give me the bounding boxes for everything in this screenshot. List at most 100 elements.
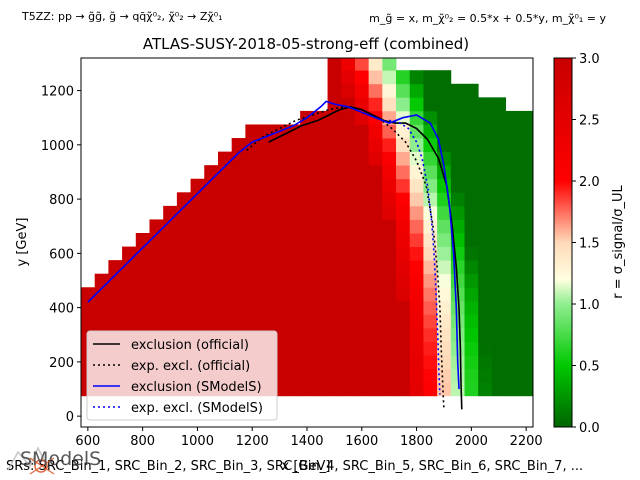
heatmap-cell xyxy=(190,314,205,329)
heatmap-cell xyxy=(286,368,301,383)
heatmap-cell xyxy=(505,300,520,315)
heatmap-cell xyxy=(450,110,465,125)
heatmap-cell xyxy=(204,287,219,302)
heatmap-cell xyxy=(327,233,342,247)
heatmap-cell xyxy=(190,178,205,193)
heatmap-cell xyxy=(163,273,178,288)
heatmap-cell xyxy=(300,205,315,220)
heatmap-cell xyxy=(341,192,356,207)
heatmap-cell xyxy=(382,382,397,397)
heatmap-cell xyxy=(149,219,164,234)
heatmap-cell xyxy=(437,314,452,329)
heatmap-cell xyxy=(313,192,328,207)
heatmap-cell xyxy=(478,233,493,247)
heatmap-cell xyxy=(217,273,233,288)
heatmap-cell xyxy=(382,368,397,383)
heatmap-cell xyxy=(313,368,328,383)
heatmap-cell xyxy=(437,233,452,247)
heatmap-cell xyxy=(163,314,178,329)
heatmap-cell xyxy=(423,260,438,275)
heatmap-cell xyxy=(450,219,465,234)
heatmap-cell xyxy=(300,124,315,139)
heatmap-cell xyxy=(396,138,411,153)
heatmap-cell xyxy=(163,246,178,261)
heatmap-cell xyxy=(286,273,301,288)
heatmap-cell xyxy=(81,287,96,302)
heatmap-cell xyxy=(368,341,383,356)
x-tick-label: 1000 xyxy=(181,434,214,449)
heatmap-cell xyxy=(327,355,342,370)
heatmap-cell xyxy=(341,138,356,153)
heatmap-cell xyxy=(368,327,383,342)
colorbar-tick-label: 0.5 xyxy=(579,360,600,375)
heatmap-cell xyxy=(122,300,137,315)
heatmap-cell xyxy=(382,58,397,71)
heatmap-cell xyxy=(519,110,533,125)
heatmap-cell xyxy=(354,124,370,139)
heatmap-cell xyxy=(450,260,465,275)
heatmap-cell xyxy=(313,382,328,397)
heatmap-cell xyxy=(327,151,342,166)
heatmap-cell xyxy=(409,138,424,153)
heatmap-cell xyxy=(505,178,520,193)
heatmap-cell xyxy=(259,273,274,288)
heatmap-cell xyxy=(409,382,424,397)
colorbar-tick-label: 2.0 xyxy=(579,175,600,190)
heatmap-cell xyxy=(519,273,533,288)
heatmap-cell xyxy=(437,300,452,315)
heatmap-cell xyxy=(409,355,424,370)
heatmap-cell xyxy=(272,314,287,329)
heatmap-cell xyxy=(231,300,246,315)
heatmap-cell xyxy=(464,341,479,356)
heatmap-cell xyxy=(437,83,452,98)
heatmap-cell xyxy=(231,219,246,234)
heatmap-cell xyxy=(409,124,424,139)
heatmap-cell xyxy=(354,165,370,180)
heatmap-cell xyxy=(423,151,438,166)
heatmap-cell xyxy=(382,287,397,302)
heatmap-cell xyxy=(382,300,397,315)
heatmap-cell xyxy=(437,341,452,356)
heatmap-cell xyxy=(217,246,233,261)
heatmap-cell xyxy=(437,97,452,112)
heatmap-cell xyxy=(272,287,287,302)
heatmap-cell xyxy=(272,246,287,261)
heatmap-cell xyxy=(163,219,178,234)
heatmap-cell xyxy=(396,165,411,180)
heatmap-cell xyxy=(245,165,260,180)
heatmap-cell xyxy=(300,327,315,342)
heatmap-cell xyxy=(204,178,219,193)
heatmap-cell xyxy=(478,165,493,180)
heatmap-cell xyxy=(519,124,533,139)
heatmap-cell xyxy=(108,260,123,275)
heatmap-cell xyxy=(272,260,287,275)
y-axis-label: y [GeV] xyxy=(15,218,30,267)
heatmap-cell xyxy=(368,205,383,220)
heatmap-cell xyxy=(464,178,479,193)
heatmap-cell xyxy=(231,273,246,288)
heatmap-cell xyxy=(505,287,520,302)
heatmap-cell xyxy=(300,233,315,247)
heatmap-cell xyxy=(341,233,356,247)
heatmap-cell xyxy=(341,110,356,125)
heatmap-cell xyxy=(354,327,370,342)
heatmap-cell xyxy=(368,246,383,261)
heatmap-cell xyxy=(313,300,328,315)
heatmap-cell xyxy=(259,178,274,193)
heatmap-cell xyxy=(272,178,287,193)
heatmap-cell xyxy=(272,233,287,247)
heatmap-cell xyxy=(505,355,520,370)
heatmap-cell xyxy=(382,138,397,153)
curve-exclusion-smodels xyxy=(87,100,460,390)
heatmap-cell xyxy=(341,260,356,275)
heatmap-cell xyxy=(300,246,315,261)
heatmap-cell xyxy=(505,327,520,342)
heatmap-cell xyxy=(259,192,274,207)
heatmap-cell xyxy=(245,219,260,234)
heatmap-cell xyxy=(313,273,328,288)
heatmap-cell xyxy=(519,260,533,275)
heatmap-cell xyxy=(519,287,533,302)
heatmap-cell xyxy=(176,260,191,275)
heatmap-cell xyxy=(327,341,342,356)
